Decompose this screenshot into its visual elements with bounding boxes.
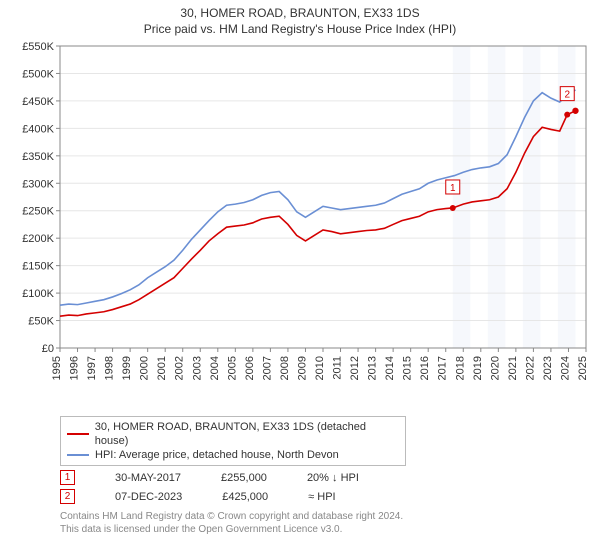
svg-text:2017: 2017 bbox=[437, 356, 449, 380]
svg-text:2011: 2011 bbox=[332, 356, 344, 380]
svg-text:2018: 2018 bbox=[454, 356, 466, 380]
legend-swatch-series-1 bbox=[67, 454, 89, 456]
svg-text:2016: 2016 bbox=[419, 356, 431, 380]
legend-swatch-series-0 bbox=[67, 433, 89, 435]
legend: 30, HOMER ROAD, BRAUNTON, EX33 1DS (deta… bbox=[60, 416, 406, 466]
event-date-1: 30-MAY-2017 bbox=[115, 472, 181, 484]
svg-text:2024: 2024 bbox=[559, 356, 571, 380]
svg-text:2002: 2002 bbox=[174, 356, 186, 380]
svg-text:£450K: £450K bbox=[22, 96, 54, 108]
svg-text:2015: 2015 bbox=[402, 356, 414, 380]
svg-text:£500K: £500K bbox=[22, 68, 54, 80]
event-marker-1: 1 bbox=[60, 470, 75, 485]
svg-text:£100K: £100K bbox=[22, 288, 54, 300]
svg-text:2023: 2023 bbox=[542, 356, 554, 380]
svg-text:2001: 2001 bbox=[156, 356, 168, 380]
svg-text:2012: 2012 bbox=[349, 356, 361, 380]
event-marker-2: 2 bbox=[60, 489, 75, 504]
svg-text:2021: 2021 bbox=[507, 356, 519, 380]
svg-text:2020: 2020 bbox=[489, 356, 501, 380]
event-delta-2: ≈ HPI bbox=[308, 491, 335, 503]
chart-title-address: 30, HOMER ROAD, BRAUNTON, EX33 1DS bbox=[8, 6, 592, 20]
svg-text:2007: 2007 bbox=[261, 356, 273, 380]
legend-label-1: HPI: Average price, detached house, Nort… bbox=[95, 448, 339, 462]
svg-text:1: 1 bbox=[450, 183, 456, 194]
svg-text:1996: 1996 bbox=[69, 356, 81, 380]
svg-text:1997: 1997 bbox=[86, 356, 98, 380]
svg-text:£400K: £400K bbox=[22, 123, 54, 135]
svg-text:2: 2 bbox=[564, 90, 570, 101]
svg-text:£200K: £200K bbox=[22, 233, 54, 245]
legend-label-0: 30, HOMER ROAD, BRAUNTON, EX33 1DS (deta… bbox=[95, 420, 399, 448]
footer-attribution: Contains HM Land Registry data © Crown c… bbox=[60, 510, 592, 536]
event-price-2: £425,000 bbox=[222, 491, 268, 503]
svg-text:£150K: £150K bbox=[22, 261, 54, 273]
svg-text:£250K: £250K bbox=[22, 206, 54, 218]
svg-text:1999: 1999 bbox=[121, 356, 133, 380]
svg-text:2006: 2006 bbox=[244, 356, 256, 380]
svg-text:£0: £0 bbox=[42, 343, 54, 355]
svg-text:2005: 2005 bbox=[226, 356, 238, 380]
svg-text:1995: 1995 bbox=[51, 356, 63, 380]
svg-text:2003: 2003 bbox=[191, 356, 203, 380]
svg-text:2013: 2013 bbox=[367, 356, 379, 380]
svg-text:£300K: £300K bbox=[22, 178, 54, 190]
svg-text:2009: 2009 bbox=[296, 356, 308, 380]
event-delta-1: 20% ↓ HPI bbox=[307, 472, 359, 484]
svg-text:2010: 2010 bbox=[314, 356, 326, 380]
svg-text:£50K: £50K bbox=[28, 316, 54, 328]
event-price-1: £255,000 bbox=[221, 472, 267, 484]
svg-text:2019: 2019 bbox=[472, 356, 484, 380]
svg-text:£550K: £550K bbox=[22, 41, 54, 53]
svg-text:2000: 2000 bbox=[139, 356, 151, 380]
line-chart: £0 £50K £100K £150K £200K £250K £300K £350K £400… bbox=[8, 40, 592, 410]
svg-text:2025: 2025 bbox=[577, 356, 589, 380]
svg-text:£350K: £350K bbox=[22, 151, 54, 163]
event-date-2: 07-DEC-2023 bbox=[115, 491, 182, 503]
event-table: 1 30-MAY-2017 £255,000 20% ↓ HPI 2 07-DE… bbox=[60, 470, 592, 504]
svg-text:2008: 2008 bbox=[279, 356, 291, 380]
svg-text:2004: 2004 bbox=[209, 356, 221, 380]
chart-title-sub: Price paid vs. HM Land Registry's House … bbox=[8, 22, 592, 36]
svg-text:1998: 1998 bbox=[104, 356, 116, 380]
svg-text:2022: 2022 bbox=[524, 356, 536, 380]
svg-text:2014: 2014 bbox=[384, 356, 396, 380]
